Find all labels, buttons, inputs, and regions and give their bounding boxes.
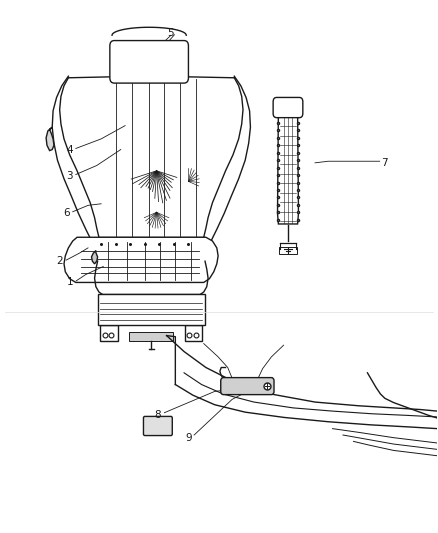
Text: 9: 9 [185, 433, 192, 443]
FancyBboxPatch shape [273, 98, 303, 118]
Text: 4: 4 [67, 144, 73, 155]
FancyBboxPatch shape [144, 416, 172, 435]
Text: 3: 3 [67, 171, 73, 181]
FancyBboxPatch shape [110, 41, 188, 83]
Text: 1: 1 [67, 278, 74, 287]
Text: 2: 2 [57, 256, 63, 266]
Text: 8: 8 [155, 410, 161, 421]
Polygon shape [64, 237, 218, 282]
Polygon shape [278, 112, 298, 224]
Polygon shape [92, 251, 98, 264]
Text: 6: 6 [64, 208, 71, 219]
FancyBboxPatch shape [98, 294, 205, 325]
FancyBboxPatch shape [221, 377, 274, 394]
FancyBboxPatch shape [130, 333, 173, 341]
Text: 7: 7 [381, 158, 388, 168]
FancyBboxPatch shape [279, 247, 297, 254]
Polygon shape [46, 127, 54, 151]
Text: 5: 5 [168, 28, 174, 38]
FancyBboxPatch shape [185, 325, 202, 341]
FancyBboxPatch shape [100, 325, 118, 341]
